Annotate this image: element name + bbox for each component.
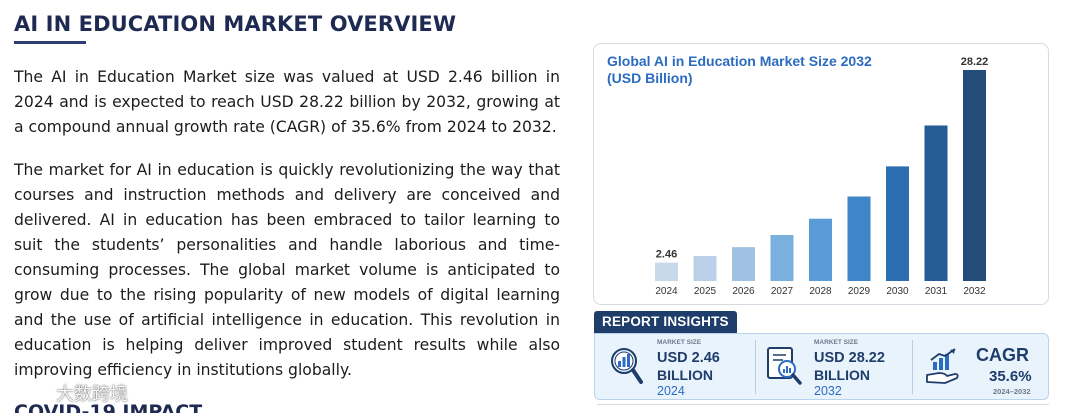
data-label-2032: 28.22 <box>961 56 989 68</box>
tick-label-2029: 2029 <box>848 286 871 297</box>
page-title: AI IN EDUCATION MARKET OVERVIEW <box>14 12 457 36</box>
insight-divider <box>755 340 756 394</box>
bar-2030 <box>886 166 909 281</box>
market-size-bar-chart: 2024 2.46 2025 2026 2027 2028 2029 2030 2031 2032… <box>655 56 989 297</box>
tick-label-2028: 2028 <box>809 286 832 297</box>
watermark: 大数跨境 <box>8 380 128 406</box>
chart-title: Global AI in Education Market Size 2032 … <box>607 53 872 86</box>
covid-impact-heading: COVID-19 IMPACT <box>14 401 203 413</box>
overview-paragraph-2: The market for AI in education is quickl… <box>14 161 560 379</box>
report-insights-tab[interactable]: REPORT INSIGHTS <box>594 311 737 333</box>
market-size-chart-card: Global AI in Education Market Size 2032 … <box>593 43 1049 305</box>
cagr-label: CAGR <box>976 345 1029 365</box>
title-underline <box>14 41 86 44</box>
insight-unit: BILLION <box>657 367 713 383</box>
bar-2024 <box>655 262 678 281</box>
cagr-value: 35.6% <box>989 368 1032 385</box>
insight-year: 2024 <box>657 384 685 398</box>
insight-market-size-2032: MARKET SIZE USD 28.22 BILLION 2032 <box>756 334 912 399</box>
insight-divider <box>912 340 913 394</box>
bar-2029 <box>847 196 871 281</box>
insight-year: 2032 <box>814 384 842 398</box>
tick-label-2026: 2026 <box>732 286 755 297</box>
document-search-icon <box>767 347 802 385</box>
tick-label-2032: 2032 <box>963 286 986 297</box>
insight-cagr: CAGR 35.6% 2024–2032 <box>913 334 1049 399</box>
report-insights-panel: MARKET SIZE USD 2.46 BILLION 2024 MARKET… <box>594 333 1049 400</box>
insight-small-label: MARKET SIZE <box>814 339 859 346</box>
insight-small-label: MARKET SIZE <box>657 339 702 346</box>
tick-label-2027: 2027 <box>771 286 794 297</box>
tick-label-2031: 2031 <box>925 286 948 297</box>
bar-2031 <box>924 125 948 281</box>
bar-2028 <box>809 218 832 281</box>
cagr-range: 2024–2032 <box>993 387 1031 396</box>
insight-market-size-2024: MARKET SIZE USD 2.46 BILLION 2024 <box>595 334 755 399</box>
tick-label-2030: 2030 <box>886 286 909 297</box>
watermark-logo-icon <box>10 386 47 400</box>
tick-label-2024: 2024 <box>655 286 678 297</box>
bar-2025 <box>693 256 717 281</box>
insight-unit: BILLION <box>814 367 870 383</box>
watermark-text: 大数跨境 <box>56 384 128 405</box>
magnifier-chart-icon <box>611 348 643 384</box>
bar-2026 <box>732 247 755 281</box>
growth-hand-icon <box>926 348 959 384</box>
insight-value: USD 28.22 <box>814 350 885 366</box>
bar-2027 <box>770 235 794 281</box>
next-card-edge <box>597 404 1049 413</box>
data-label-2024: 2.46 <box>656 249 677 261</box>
insight-value: USD 2.46 <box>657 350 720 366</box>
bar-2032 <box>963 70 986 281</box>
tick-label-2025: 2025 <box>694 286 717 297</box>
overview-paragraph-1: The AI in Education Market size was valu… <box>14 68 560 136</box>
